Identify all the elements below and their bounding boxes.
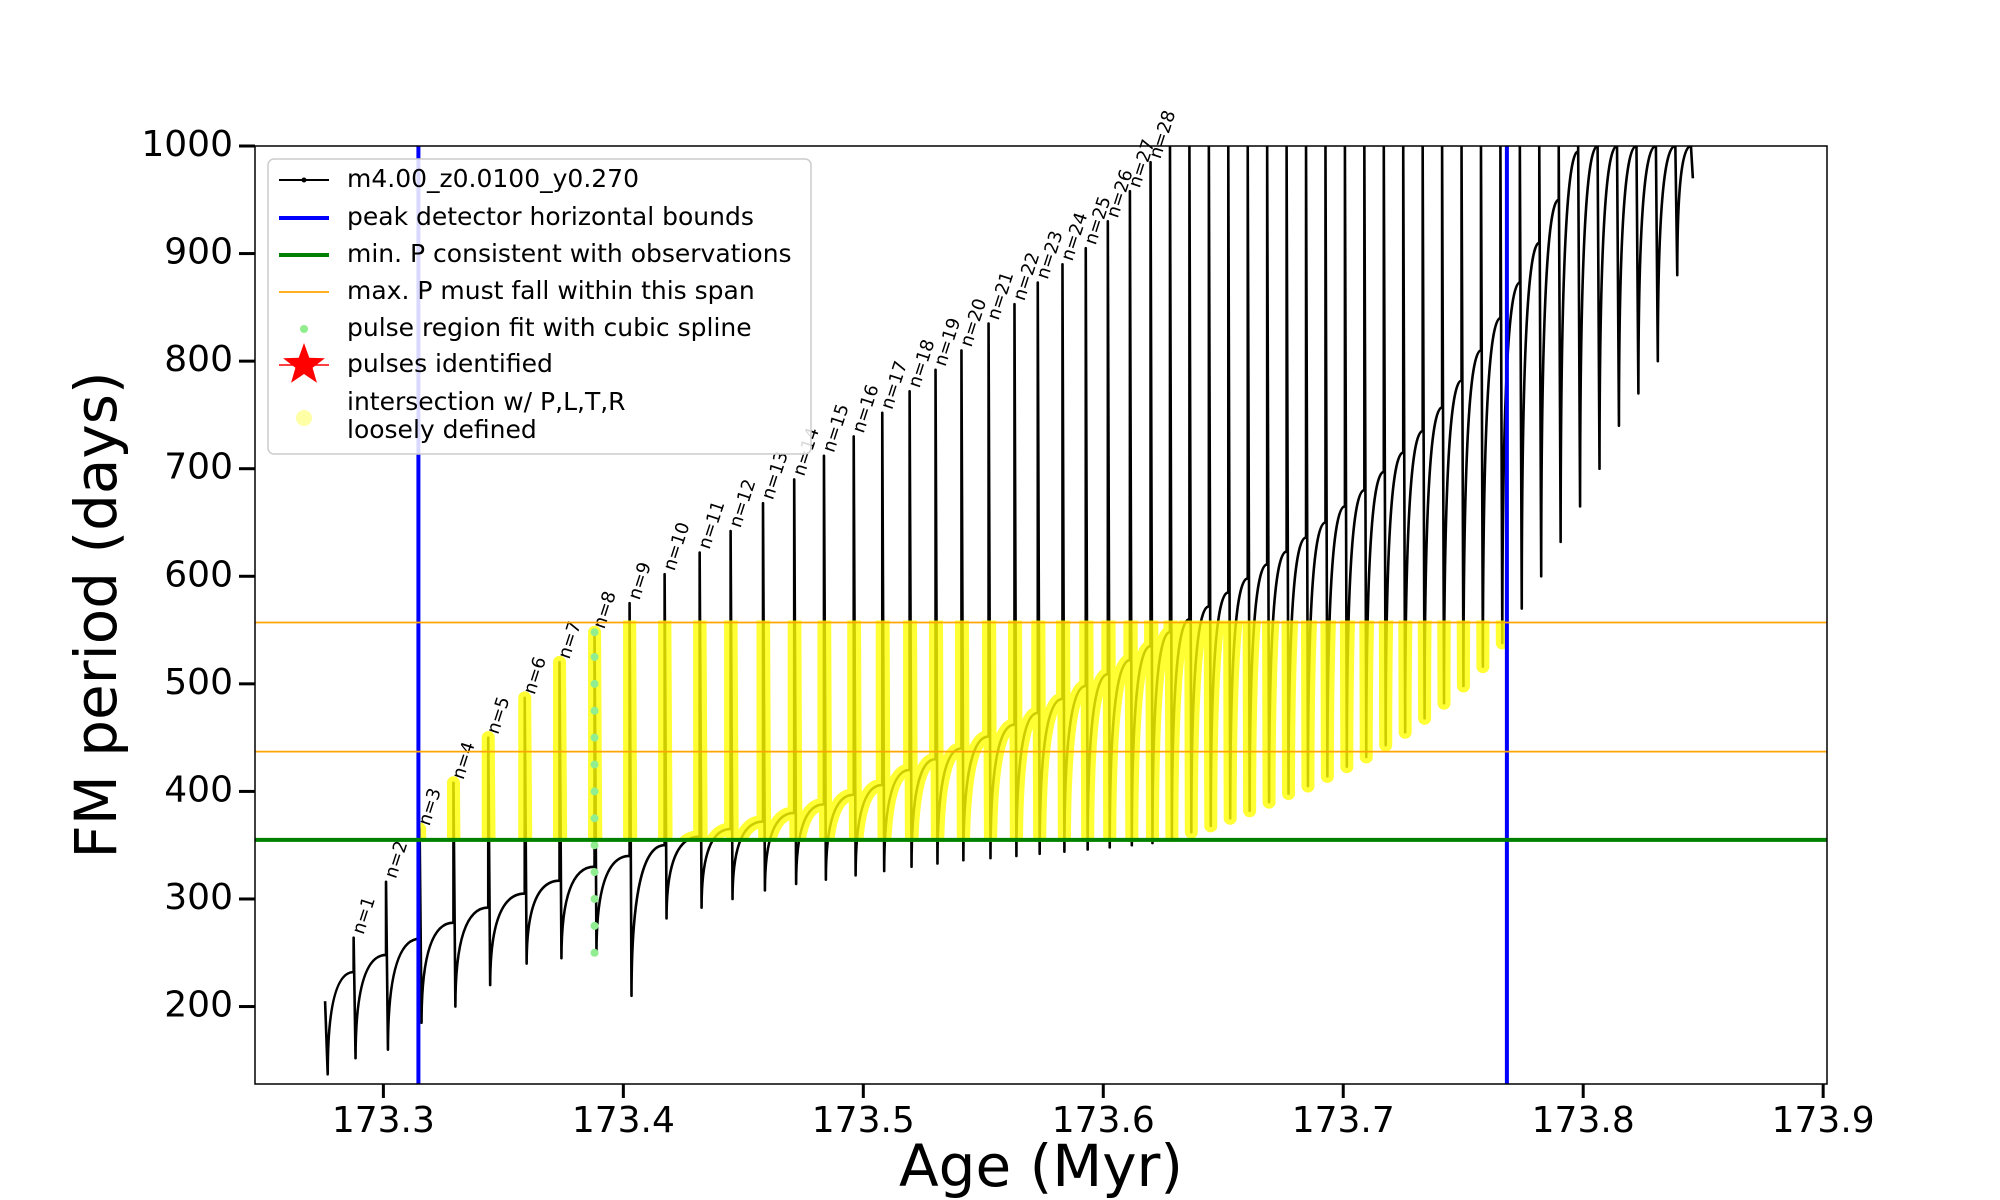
x-tick-label: 173.6	[1052, 1100, 1155, 1141]
spline-point	[590, 841, 599, 850]
pulse-label: n=28	[1145, 108, 1180, 161]
spline-point	[590, 868, 599, 877]
x-tick-label: 173.8	[1532, 1100, 1635, 1141]
pulse-label: n=1	[348, 894, 380, 937]
spline-point	[590, 760, 599, 769]
spline-point	[590, 733, 599, 742]
pulse-label: n=5	[483, 694, 515, 737]
y-axis-label: FM period (days)	[62, 371, 130, 858]
legend-label: max. P must fall within this span	[347, 276, 755, 305]
y-tick-label: 900	[164, 232, 233, 273]
pulse-label: n=2	[381, 838, 413, 881]
legend-label: peak detector horizontal bounds	[347, 202, 754, 231]
series-line	[323, 146, 1695, 1076]
legend-label: m4.00_z0.0100_y0.270	[347, 164, 639, 193]
y-tick-label: 700	[164, 447, 233, 488]
y-tick-label: 800	[164, 339, 233, 380]
y-tick-label: 500	[164, 662, 233, 703]
legend-label: intersection w/ P,L,T,R	[347, 387, 626, 416]
y-tick-label: 1000	[141, 124, 233, 165]
spline-point	[590, 628, 599, 637]
pulse-label: n=7	[554, 619, 586, 662]
legend-handle	[283, 343, 325, 383]
spline-point	[590, 787, 599, 796]
pulse-label: n=4	[448, 739, 480, 782]
x-tick-label: 173.9	[1772, 1100, 1875, 1141]
pulse-label: n=12	[725, 477, 760, 530]
spline-point	[590, 814, 599, 823]
y-tick-label: 300	[164, 877, 233, 918]
x-tick-label: 173.5	[812, 1100, 915, 1141]
pulse-label: n=6	[519, 654, 551, 697]
legend-label: pulses identified	[347, 349, 553, 378]
spline-point	[590, 652, 599, 661]
legend-label: loosely defined	[347, 415, 537, 444]
legend-box	[267, 158, 812, 455]
legend-label: min. P consistent with observations	[347, 239, 792, 268]
series-group	[323, 146, 1695, 1076]
pulse-label: n=9	[624, 560, 656, 603]
x-tick-label: 173.3	[332, 1100, 435, 1141]
x-tick-label: 173.4	[572, 1100, 675, 1141]
legend-handle	[300, 325, 308, 333]
x-axis-label: Age (Myr)	[899, 1132, 1183, 1200]
spline-point	[590, 706, 599, 715]
pulse-label: n=10	[659, 520, 694, 573]
pulse-label: n=13	[758, 449, 793, 502]
x-tick-label: 173.7	[1292, 1100, 1395, 1141]
spline-point	[590, 921, 599, 930]
pulse-label: n=11	[694, 498, 729, 551]
pulse-label: n=8	[589, 589, 621, 632]
pulse-label: n=16	[848, 382, 883, 435]
y-tick-label: 200	[164, 985, 233, 1026]
spline-point	[590, 948, 599, 957]
spline-point	[590, 894, 599, 903]
legend-handle	[301, 177, 307, 183]
legend-label: pulse region fit with cubic spline	[347, 313, 752, 342]
legend-handle	[296, 410, 312, 426]
spline-point	[590, 679, 599, 688]
y-tick-label: 600	[164, 554, 233, 595]
y-tick-label: 400	[164, 769, 233, 810]
plot-frame	[254, 145, 1828, 1085]
